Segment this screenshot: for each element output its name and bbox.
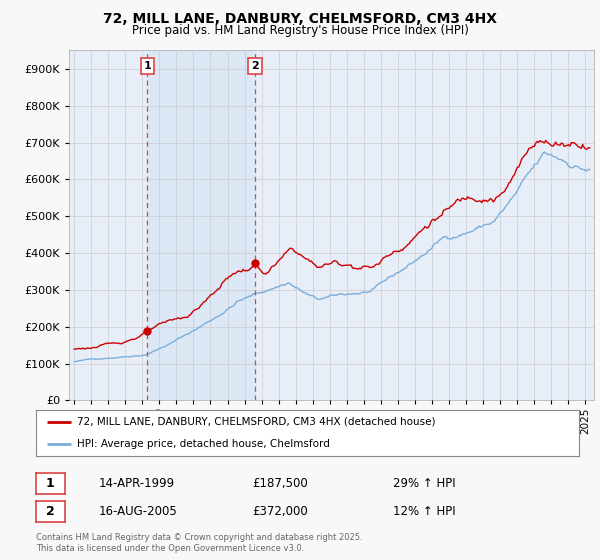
Bar: [147, 50, 255, 400]
Text: 14-APR-1999: 14-APR-1999: [99, 477, 175, 490]
Text: 2: 2: [251, 61, 259, 71]
Text: 12% ↑ HPI: 12% ↑ HPI: [393, 505, 455, 518]
Text: 29% ↑ HPI: 29% ↑ HPI: [393, 477, 455, 490]
Text: 1: 1: [46, 477, 55, 490]
Text: 2: 2: [46, 505, 55, 518]
Text: 16-AUG-2005: 16-AUG-2005: [99, 505, 178, 518]
Text: 72, MILL LANE, DANBURY, CHELMSFORD, CM3 4HX (detached house): 72, MILL LANE, DANBURY, CHELMSFORD, CM3 …: [77, 417, 435, 427]
Text: £187,500: £187,500: [252, 477, 308, 490]
Text: HPI: Average price, detached house, Chelmsford: HPI: Average price, detached house, Chel…: [77, 438, 329, 449]
Text: Price paid vs. HM Land Registry's House Price Index (HPI): Price paid vs. HM Land Registry's House …: [131, 24, 469, 36]
Text: 72, MILL LANE, DANBURY, CHELMSFORD, CM3 4HX: 72, MILL LANE, DANBURY, CHELMSFORD, CM3 …: [103, 12, 497, 26]
Text: Contains HM Land Registry data © Crown copyright and database right 2025.
This d: Contains HM Land Registry data © Crown c…: [36, 533, 362, 553]
Text: 1: 1: [143, 61, 151, 71]
Text: £372,000: £372,000: [252, 505, 308, 518]
